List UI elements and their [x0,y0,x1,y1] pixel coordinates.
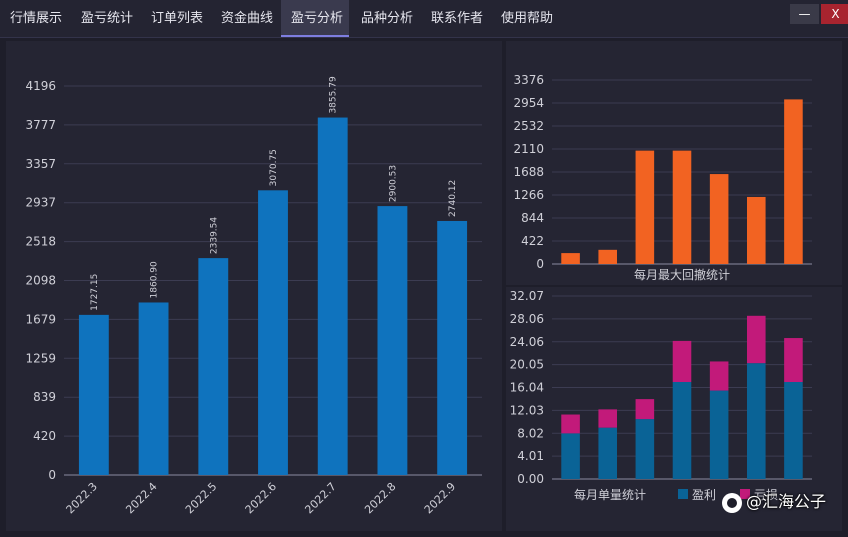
bar [561,253,580,264]
bar-segment [709,390,729,479]
bar [138,302,169,475]
y-tick-label: 12.03 [510,403,544,417]
tab-1[interactable]: 行情展示 [10,11,63,26]
y-tick-label: 2098 [25,274,56,288]
y-tick-label: 844 [521,211,544,225]
y-tick-label: 20.05 [510,358,544,372]
bar-segment [709,361,729,391]
bar [377,206,408,475]
y-tick-label: 0 [48,468,56,482]
tab-3[interactable]: 订单列表 [151,11,204,26]
watermark: @汇海公子 [722,488,844,516]
y-tick-label: 3357 [25,157,56,171]
bar [598,249,617,264]
y-tick-label: 1259 [25,351,56,365]
bar-data-label: 2740.12 [448,180,458,217]
monthly-profit-panel: 0 420 839 1259 1679 2098 2518 2937 3357 3777 4196 1… [6,41,502,531]
watermark-text: @汇海公子 [746,492,827,511]
tab-5[interactable]: 盈亏分析 [281,0,349,37]
bar [317,117,348,475]
tab-7[interactable]: 联系作者 [431,11,484,26]
tab-8[interactable]: 使用帮助 [501,11,554,26]
y-tick-label: 8.02 [517,426,544,440]
y-tick-label: 420 [33,429,56,443]
bar [258,190,288,475]
bar-data-label: 1727.15 [90,274,100,311]
bar [709,174,729,264]
y-tick-label: 4.01 [517,449,544,463]
bar-segment [784,338,803,382]
bar-data-label: 2900.53 [388,165,398,202]
x-tick-label: 2022.7 [302,480,338,516]
y-tick-label: 2937 [25,196,56,210]
bar-data-label: 1860.90 [150,261,160,298]
bar [672,150,692,264]
bar [78,314,109,475]
bar-segment [598,409,617,428]
bar-data-label: 2339.54 [209,217,219,254]
y-tick-label: 1266 [513,188,544,202]
y-tick-label: 1688 [513,165,544,179]
bar-segment [635,399,655,420]
y-tick-label: 0 [536,257,544,271]
tab-2[interactable]: 盈亏统计 [81,11,134,26]
orders-x-label: 每月单量统计 [574,487,646,502]
legend-swatch [678,489,688,499]
weibo-icon [722,492,742,513]
bar-segment [598,427,617,479]
x-tick-label: 2022.3 [64,480,100,516]
y-tick-label: 2518 [25,235,56,249]
x-tick-label: 2022.5 [183,480,219,516]
drawdown-x-label: 每月最大回撤统计 [634,267,730,282]
bar [437,220,468,475]
bar-data-label: 3070.75 [269,149,279,186]
x-tick-label: 2022.4 [123,480,159,516]
bar-segment [672,381,692,479]
bar-segment [672,340,692,382]
x-tick-label: 2022.9 [422,480,458,516]
bar [198,258,229,475]
bar-segment [747,315,766,364]
y-tick-label: 422 [521,234,544,248]
tab-6[interactable]: 品种分析 [361,11,414,26]
y-tick-label: 1679 [25,312,56,326]
y-tick-label: 2532 [513,119,544,133]
bar-segment [784,381,803,479]
close-button[interactable]: X [821,4,848,24]
bar [635,150,655,264]
max-drawdown-chart: 0 422 844 1266 1688 2110 2532 2954 3376 每月最大回撤统计 [513,73,812,282]
y-tick-label: 0.00 [517,472,544,486]
y-tick-label: 4196 [25,79,56,93]
bar-data-label: 3855.79 [329,76,339,113]
tab-4[interactable]: 资金曲线 [221,11,274,26]
x-tick-label: 2022.8 [362,480,398,516]
bar [747,196,766,264]
top-menu-bar: 行情展示 盈亏统计 订单列表 资金曲线 盈亏分析 品种分析 联系作者 使用帮助 — X [0,0,848,38]
y-tick-label: 3376 [513,73,544,87]
legend-label: 盈利 [692,488,716,502]
y-tick-label: 32.07 [510,289,544,303]
y-tick-label: 2954 [513,96,544,110]
x-tick-label: 2022.6 [243,480,279,516]
y-tick-label: 839 [33,390,56,404]
minimize-button[interactable]: — [790,4,819,24]
monthly-profit-chart: 0 420 839 1259 1679 2098 2518 2937 3357 3777 4196 1… [25,76,482,516]
order-count-panel: 0.00 4.01 8.02 12.03 16.04 20.05 24.06 28.06 32.… [506,287,842,531]
bar [784,99,803,264]
y-tick-label: 2110 [513,142,544,156]
legend-label: 亏损 [754,488,778,502]
bar-segment [747,363,766,479]
bar-segment [561,433,580,479]
y-tick-label: 24.06 [510,335,544,349]
bar-segment [561,414,580,434]
order-count-chart: 0.00 4.01 8.02 12.03 16.04 20.05 24.06 28.06 32.… [510,289,812,502]
y-tick-label: 3777 [25,118,56,132]
legend-swatch [740,489,750,499]
max-drawdown-panel: 0 422 844 1266 1688 2110 2532 2954 3376 每月最大回撤统计 [506,41,842,285]
bar-segment [635,419,655,479]
y-tick-label: 16.04 [510,381,544,395]
y-tick-label: 28.06 [510,312,544,326]
